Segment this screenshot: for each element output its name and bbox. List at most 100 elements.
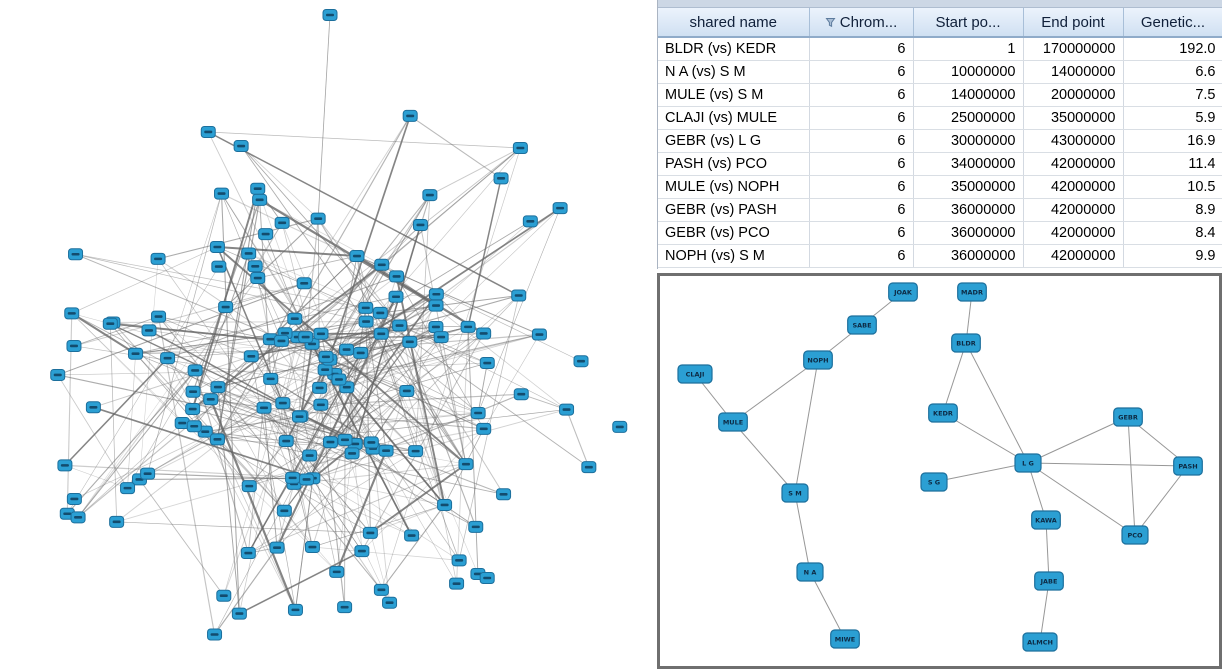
cell-end_point[interactable]: 42000000 (1023, 152, 1124, 176)
network-node[interactable] (243, 350, 259, 363)
network-edge[interactable] (64, 465, 128, 489)
network-edge[interactable] (299, 362, 488, 418)
network-node[interactable] (291, 410, 307, 423)
network-node[interactable] (310, 212, 326, 225)
sub-network-node[interactable]: PASH (1173, 456, 1203, 476)
network-edge[interactable] (270, 339, 287, 442)
column-header-start_point[interactable]: Start po... (913, 8, 1024, 38)
network-edge[interactable] (285, 386, 348, 442)
cell-chromosome[interactable]: 6 (809, 106, 914, 130)
network-node[interactable] (274, 216, 290, 229)
network-node[interactable] (322, 436, 338, 449)
network-node[interactable] (460, 320, 476, 333)
sub-network-edge[interactable] (732, 421, 796, 494)
network-edge[interactable] (135, 332, 286, 355)
network-node[interactable] (287, 603, 303, 616)
cell-genetic[interactable]: 7.5 (1123, 83, 1222, 107)
network-edge[interactable] (356, 255, 417, 452)
network-edge[interactable] (217, 343, 313, 388)
cell-end_point[interactable]: 42000000 (1023, 198, 1124, 222)
sub-network-edge[interactable] (1027, 462, 1136, 536)
network-edge[interactable] (73, 345, 347, 388)
network-node[interactable] (109, 515, 125, 528)
sub-network-edge[interactable] (1045, 519, 1050, 582)
network-edge[interactable] (209, 398, 297, 611)
network-node[interactable] (233, 140, 249, 153)
network-edge[interactable] (75, 253, 366, 309)
network-edge[interactable] (254, 222, 283, 267)
network-node[interactable] (66, 492, 82, 505)
network-edge[interactable] (57, 282, 305, 376)
network-edge[interactable] (282, 336, 307, 404)
sub-network-edge[interactable] (1039, 580, 1050, 643)
table-row[interactable]: BLDR (vs) KEDR 6 1 170000000 192.0 (658, 37, 1222, 61)
network-edge[interactable] (77, 422, 183, 518)
network-node[interactable] (256, 401, 272, 414)
column-header-genetic[interactable]: Genetic... (1123, 8, 1222, 38)
network-node[interactable] (449, 577, 465, 590)
network-node[interactable] (389, 270, 405, 283)
cell-start_point[interactable]: 36000000 (913, 244, 1024, 268)
sub-network-node[interactable]: BLDR (951, 333, 981, 353)
network-node[interactable] (322, 9, 338, 21)
network-edge[interactable] (285, 440, 313, 548)
network-node[interactable] (218, 301, 234, 314)
network-node[interactable] (304, 541, 320, 554)
network-edge[interactable] (238, 336, 299, 614)
cell-end_point[interactable]: 14000000 (1023, 60, 1124, 84)
network-node[interactable] (412, 218, 428, 231)
network-edge[interactable] (135, 296, 397, 355)
cell-shared_name[interactable]: PASH (vs) PCO (658, 152, 810, 176)
network-edge[interactable] (208, 131, 521, 149)
network-node[interactable] (522, 215, 538, 228)
network-node[interactable] (404, 529, 420, 542)
cell-chromosome[interactable]: 6 (809, 83, 914, 107)
network-edge[interactable] (207, 131, 520, 297)
column-header-end_point[interactable]: End point (1023, 8, 1124, 38)
network-node[interactable] (66, 339, 82, 352)
network-edge[interactable] (312, 477, 445, 506)
network-edge[interactable] (205, 431, 504, 495)
network-edge[interactable] (167, 336, 442, 359)
table-row[interactable]: N A (vs) S M 6 10000000 14000000 6.6 (658, 60, 1222, 84)
network-node[interactable] (552, 202, 568, 215)
network-edge[interactable] (282, 402, 307, 480)
network-node[interactable] (408, 445, 424, 458)
network-edge[interactable] (456, 326, 469, 584)
cell-start_point[interactable]: 14000000 (913, 83, 1024, 107)
sub-network-edge[interactable] (809, 571, 846, 640)
network-node[interactable] (210, 381, 226, 394)
network-edge[interactable] (74, 326, 437, 500)
network-node[interactable] (70, 511, 86, 524)
network-edge[interactable] (157, 258, 348, 388)
network-edge[interactable] (64, 464, 313, 479)
network-edge[interactable] (248, 450, 416, 554)
sub-network-node[interactable]: NOPH (803, 350, 833, 370)
network-node[interactable] (331, 373, 347, 386)
network-node[interactable] (269, 541, 285, 554)
cell-start_point[interactable]: 34000000 (913, 152, 1024, 176)
sub-network-edge[interactable] (1134, 465, 1189, 536)
sub-network-node[interactable]: L G (1014, 453, 1042, 473)
network-edge[interactable] (77, 306, 226, 518)
network-node[interactable] (258, 228, 274, 241)
network-edge[interactable] (158, 316, 382, 591)
network-node[interactable] (186, 420, 202, 433)
network-edge[interactable] (223, 336, 299, 596)
network-edge[interactable] (317, 218, 467, 465)
cell-shared_name[interactable]: MULE (vs) S M (658, 83, 810, 107)
table-row[interactable]: NOPH (vs) S M 6 36000000 42000000 9.9 (658, 244, 1222, 268)
network-edge[interactable] (380, 333, 479, 414)
network-edge[interactable] (381, 147, 521, 590)
network-edge[interactable] (477, 208, 561, 414)
network-node[interactable] (372, 306, 388, 319)
network-node[interactable] (141, 324, 157, 337)
network-node[interactable] (451, 554, 467, 567)
network-node[interactable] (275, 397, 291, 410)
sub-network-edge[interactable] (942, 412, 1029, 464)
network-edge[interactable] (135, 353, 346, 441)
network-edge[interactable] (399, 325, 446, 506)
sub-network-node[interactable]: JOAK (888, 282, 918, 302)
cell-shared_name[interactable]: MULE (vs) NOPH (658, 175, 810, 199)
network-node[interactable] (298, 331, 314, 344)
